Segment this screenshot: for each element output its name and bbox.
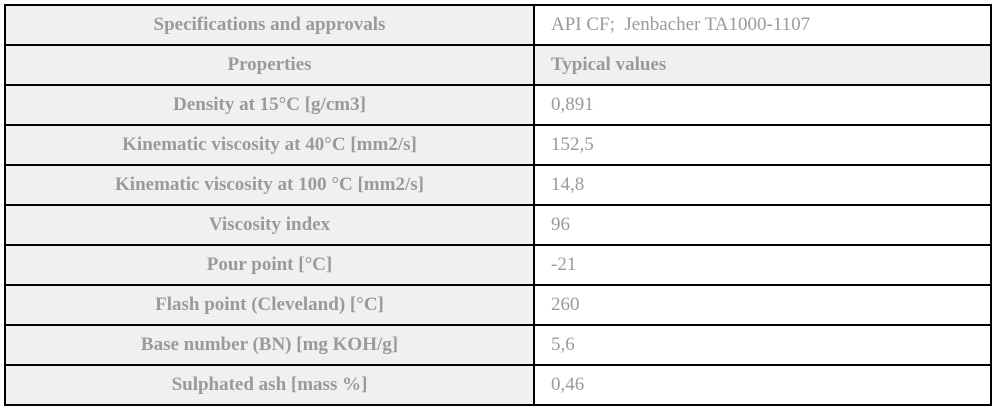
- value-cell: 96: [533, 204, 992, 246]
- property-label-cell: Pour point [°C]: [4, 244, 535, 286]
- value-cell: 14,8: [533, 164, 992, 206]
- table-row: Specifications and approvals API CF; Jen…: [4, 4, 992, 46]
- value-cell: 152,5: [533, 124, 992, 166]
- table-row: Sulphated ash [mass %] 0,46: [4, 364, 992, 406]
- property-label-cell: Kinematic viscosity at 100 °C [mm2/s]: [4, 164, 535, 206]
- specifications-table-body: Specifications and approvals API CF; Jen…: [4, 4, 992, 406]
- table-row: Kinematic viscosity at 100 °C [mm2/s] 14…: [4, 164, 992, 206]
- table-row: Properties Typical values: [4, 44, 992, 86]
- property-label-cell: Viscosity index: [4, 204, 535, 246]
- table-row: Base number (BN) [mg KOH/g] 5,6: [4, 324, 992, 366]
- value-cell: Typical values: [533, 44, 992, 86]
- property-label-cell: Properties: [4, 44, 535, 86]
- table-row: Kinematic viscosity at 40°C [mm2/s] 152,…: [4, 124, 992, 166]
- value-cell: 260: [533, 284, 992, 326]
- value-cell: -21: [533, 244, 992, 286]
- value-cell: API CF; Jenbacher TA1000-1107: [533, 4, 992, 46]
- table-row: Pour point [°C] -21: [4, 244, 992, 286]
- property-label-cell: Sulphated ash [mass %]: [4, 364, 535, 406]
- property-label-cell: Base number (BN) [mg KOH/g]: [4, 324, 535, 366]
- value-cell: 0,46: [533, 364, 992, 406]
- property-label-cell: Specifications and approvals: [4, 4, 535, 46]
- property-label-cell: Kinematic viscosity at 40°C [mm2/s]: [4, 124, 535, 166]
- table-row: Viscosity index 96: [4, 204, 992, 246]
- table-row: Flash point (Cleveland) [°C] 260: [4, 284, 992, 326]
- property-label-cell: Flash point (Cleveland) [°C]: [4, 284, 535, 326]
- specifications-table: Specifications and approvals API CF; Jen…: [4, 4, 992, 406]
- table-row: Density at 15°C [g/cm3] 0,891: [4, 84, 992, 126]
- value-cell: 5,6: [533, 324, 992, 366]
- property-label-cell: Density at 15°C [g/cm3]: [4, 84, 535, 126]
- value-cell: 0,891: [533, 84, 992, 126]
